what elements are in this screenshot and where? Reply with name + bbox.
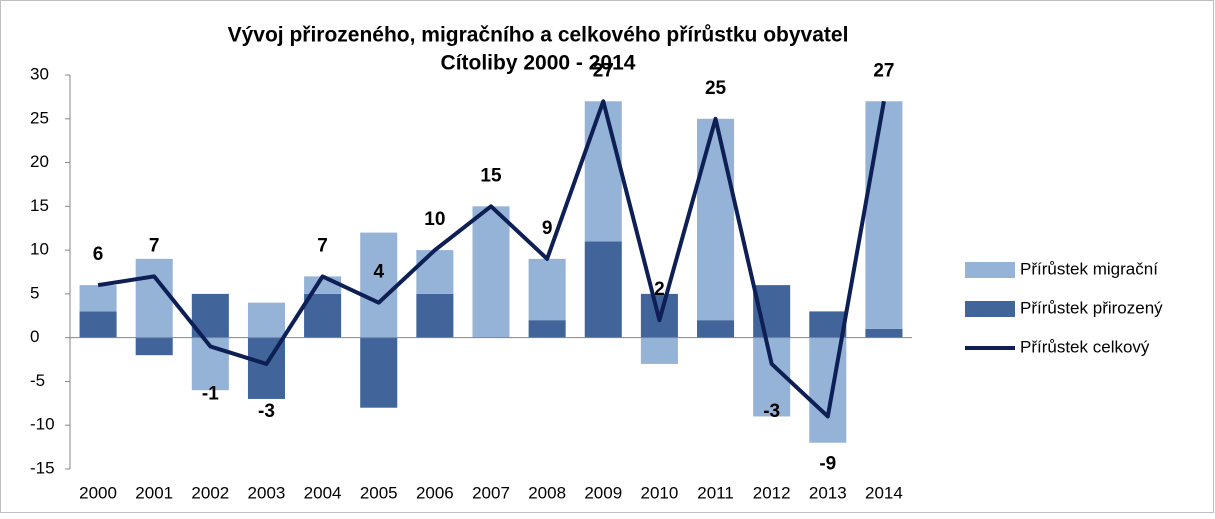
bar (865, 328, 903, 338)
bar (865, 101, 903, 329)
data-label: 27 (593, 60, 614, 81)
x-tick-label: 2004 (304, 483, 342, 502)
bar (79, 311, 117, 338)
bar (697, 320, 735, 338)
legend-label: Přírůstek migrační (1020, 259, 1158, 278)
bar (416, 250, 454, 294)
line (97, 99, 886, 419)
x-tick-label: 2007 (472, 483, 510, 502)
data-label: 7 (149, 235, 160, 256)
data-label: 15 (480, 165, 502, 186)
y-tick-label: 15 (30, 196, 49, 215)
data-label: 27 (873, 60, 894, 81)
bar (584, 241, 622, 338)
chart-title: Vývoj přirozeného, migračního a celkovéh… (228, 24, 849, 47)
legend-label: Přírůstek celkový (1020, 337, 1150, 356)
bar (640, 337, 678, 364)
x-tick-label: 2010 (640, 483, 678, 502)
bar (247, 302, 285, 338)
bar (360, 232, 398, 338)
bar (304, 293, 342, 338)
y-tick-label: 30 (30, 64, 49, 83)
bar (135, 337, 173, 356)
y-tick-label: -10 (30, 415, 55, 434)
y-tick-label: 25 (30, 108, 49, 127)
x-tick-label: 2012 (753, 483, 791, 502)
x-tick-label: 2000 (79, 483, 117, 502)
data-label: 25 (705, 78, 727, 99)
x-tick-label: 2011 (697, 483, 734, 502)
bar (135, 258, 173, 338)
y-tick-label: -5 (30, 371, 45, 390)
y-tick-label: 5 (30, 283, 39, 302)
x-tick-label: 2005 (360, 483, 398, 502)
bar (809, 311, 847, 338)
chart-subtitle: Cítoliby 2000 - 2014 (441, 52, 636, 75)
data-label: 9 (542, 218, 553, 239)
legend-swatch (965, 301, 1015, 317)
bar (360, 337, 398, 408)
y-tick-label: -15 (30, 458, 55, 477)
x-tick-label: 2002 (191, 483, 229, 502)
data-label: -1 (202, 383, 219, 404)
y-tick-label: 10 (30, 240, 49, 259)
x-tick-label: 2014 (865, 483, 903, 502)
bar (697, 118, 735, 321)
x-tick-label: 2006 (416, 483, 454, 502)
bar (416, 293, 454, 338)
x-tick-label: 2008 (528, 483, 566, 502)
y-tick-label: 20 (30, 152, 49, 171)
data-label: 6 (93, 244, 104, 265)
bar (584, 101, 622, 242)
data-label: 4 (373, 262, 384, 283)
y-tick-label: 0 (30, 327, 39, 346)
bar (528, 320, 566, 338)
data-label: -9 (819, 453, 836, 474)
bar (528, 258, 566, 321)
x-tick-label: 2013 (809, 483, 847, 502)
x-tick-label: 2003 (248, 483, 286, 502)
x-tick-label: 2009 (584, 483, 622, 502)
data-label: 7 (317, 235, 328, 256)
legend-swatch (965, 262, 1015, 278)
x-tick-label: 2001 (135, 483, 173, 502)
data-label: -3 (258, 401, 275, 422)
data-label: 2 (654, 279, 665, 300)
legend-label: Přírůstek přirozený (1020, 298, 1163, 317)
bar (472, 206, 510, 338)
data-label: 10 (424, 209, 445, 230)
bar (79, 285, 117, 312)
data-label: -3 (763, 401, 780, 422)
